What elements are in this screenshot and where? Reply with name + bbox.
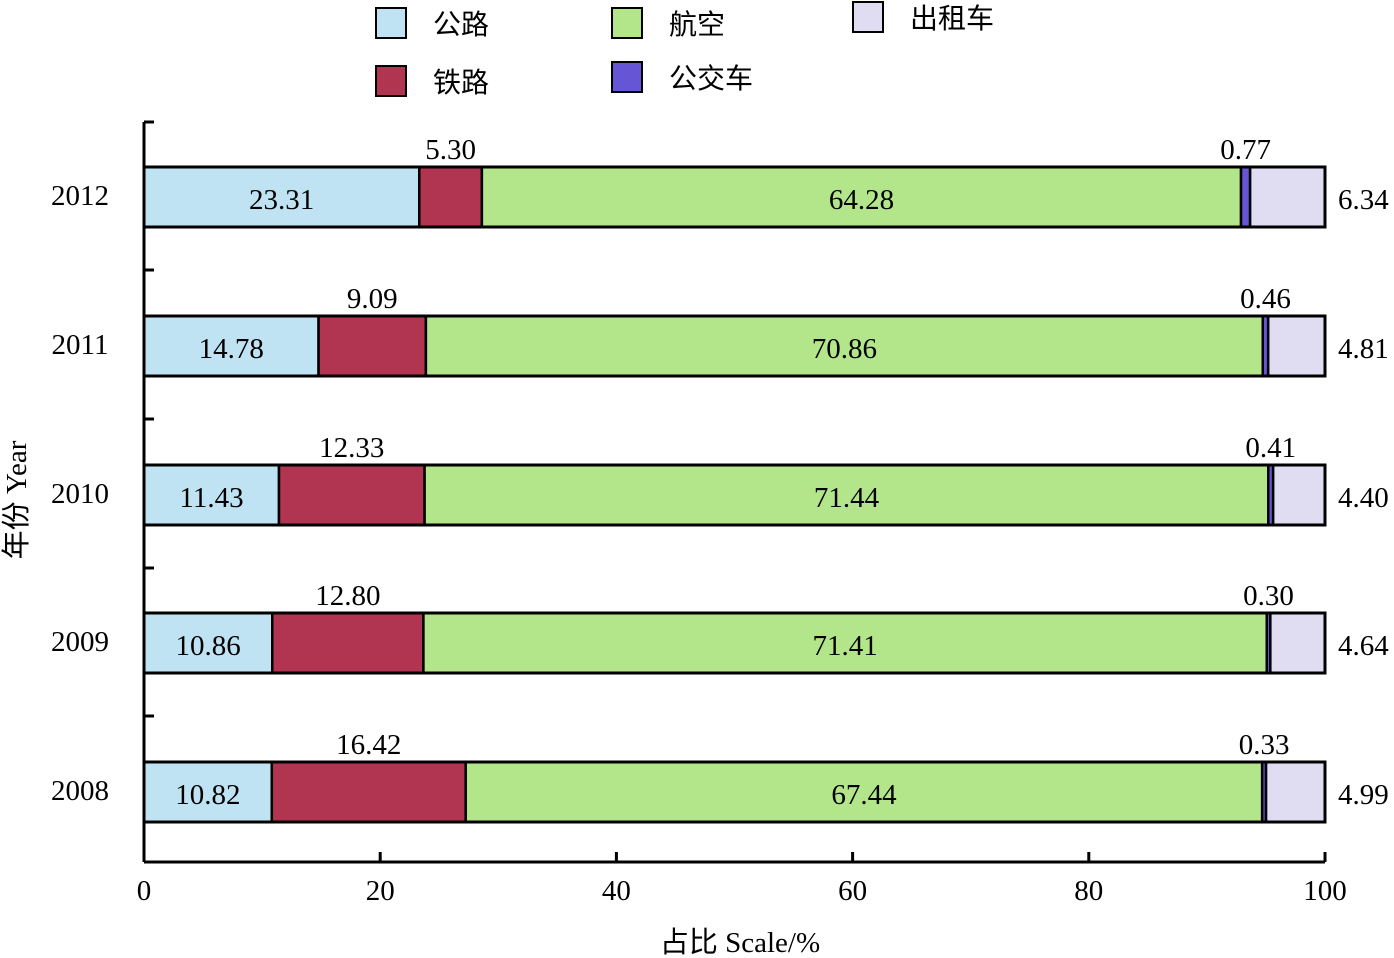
data-label-2009-0: 10.86 bbox=[176, 630, 241, 662]
bar-segment-2010-4 bbox=[1271, 463, 1327, 527]
data-label-2012-1: 5.30 bbox=[425, 134, 476, 166]
y-axis-title: 年份 Year bbox=[0, 440, 33, 559]
x-axis-title: 占比 Scale/% bbox=[660, 926, 820, 958]
bar-segment-2008-0 bbox=[142, 760, 274, 824]
year-label-2010: 2010 bbox=[51, 478, 109, 510]
legend-label-2: 航空 bbox=[669, 8, 725, 41]
data-label-2011-1: 9.09 bbox=[347, 283, 398, 315]
legend-swatch-4 bbox=[852, 1, 884, 33]
data-label-2012-0: 23.31 bbox=[249, 184, 314, 216]
bar-segment-2010-1 bbox=[277, 463, 426, 527]
x-tick-label-0: 0 bbox=[137, 875, 152, 907]
data-label-2009-4: 4.64 bbox=[1338, 630, 1389, 662]
bar-segment-2008-1 bbox=[270, 760, 467, 824]
data-label-2010-4: 4.40 bbox=[1338, 482, 1389, 514]
x-tick-label-100: 100 bbox=[1303, 875, 1347, 907]
legend-label-4: 出租车 bbox=[910, 2, 994, 35]
bar-segment-2012-3 bbox=[1239, 165, 1252, 229]
bar-segment-2012-2 bbox=[480, 165, 1243, 229]
data-label-2008-2: 67.44 bbox=[831, 779, 897, 811]
year-label-2008: 2008 bbox=[51, 775, 109, 807]
year-label-2012: 2012 bbox=[51, 180, 109, 212]
legend-label-3: 公交车 bbox=[669, 62, 753, 95]
bar-segment-2011-1 bbox=[317, 314, 428, 378]
bar-segment-2009-2 bbox=[422, 611, 1269, 675]
data-labels: 23.31 5.30 64.28 0.77 6.34 14.78 9.09 70.86 0.46… bbox=[175, 134, 1389, 811]
legend-label-1: 铁路 bbox=[433, 66, 489, 99]
data-label-2010-1: 12.33 bbox=[319, 432, 384, 464]
year-label-2011: 2011 bbox=[52, 329, 109, 361]
data-label-2008-3: 0.33 bbox=[1239, 729, 1290, 761]
data-label-2011-0: 14.78 bbox=[199, 333, 264, 365]
data-label-2010-2: 71.44 bbox=[814, 482, 880, 514]
data-label-2012-4: 6.34 bbox=[1338, 184, 1389, 216]
data-label-2008-1: 16.42 bbox=[336, 729, 401, 761]
bar-segment-2011-4 bbox=[1266, 314, 1327, 378]
bar-segment-2009-4 bbox=[1269, 611, 1327, 675]
bar-segment-2008-2 bbox=[464, 760, 1264, 824]
x-tick-label-20: 20 bbox=[366, 875, 395, 907]
bar-segment-2011-2 bbox=[424, 314, 1265, 378]
data-label-2010-3: 0.41 bbox=[1245, 432, 1296, 464]
bars bbox=[142, 165, 1327, 824]
data-label-2008-0: 10.82 bbox=[175, 779, 240, 811]
axes: 2012 2011 2010 2009 2008 0 20 40 60 80 100 占比 Scale… bbox=[0, 120, 1347, 958]
x-tick-label-80: 80 bbox=[1074, 875, 1103, 907]
data-label-2011-3: 0.46 bbox=[1240, 283, 1291, 315]
data-label-2009-2: 71.41 bbox=[812, 630, 877, 662]
bar-segment-2009-1 bbox=[271, 611, 425, 675]
legend-label-0: 公路 bbox=[433, 8, 489, 41]
legend-swatch-2 bbox=[611, 7, 643, 39]
bar-segment-2012-1 bbox=[418, 165, 484, 229]
legend-swatch-1 bbox=[375, 65, 407, 97]
data-label-2009-3: 0.30 bbox=[1243, 580, 1294, 612]
data-label-2012-2: 64.28 bbox=[829, 184, 894, 216]
data-label-2009-1: 12.80 bbox=[315, 580, 380, 612]
data-label-2010-0: 11.43 bbox=[179, 482, 243, 514]
legend-swatch-0 bbox=[375, 7, 407, 39]
bar-segment-2012-4 bbox=[1248, 165, 1327, 229]
data-label-2012-3: 0.77 bbox=[1220, 134, 1271, 166]
legend-swatch-3 bbox=[611, 61, 643, 93]
bar-segment-2008-4 bbox=[1264, 760, 1327, 824]
x-tick-label-40: 40 bbox=[602, 875, 631, 907]
data-label-2008-4: 4.99 bbox=[1338, 779, 1389, 811]
x-tick-label-60: 60 bbox=[838, 875, 867, 907]
year-label-2009: 2009 bbox=[51, 626, 109, 658]
data-label-2011-2: 70.86 bbox=[812, 333, 877, 365]
data-label-2011-4: 4.81 bbox=[1338, 333, 1389, 365]
